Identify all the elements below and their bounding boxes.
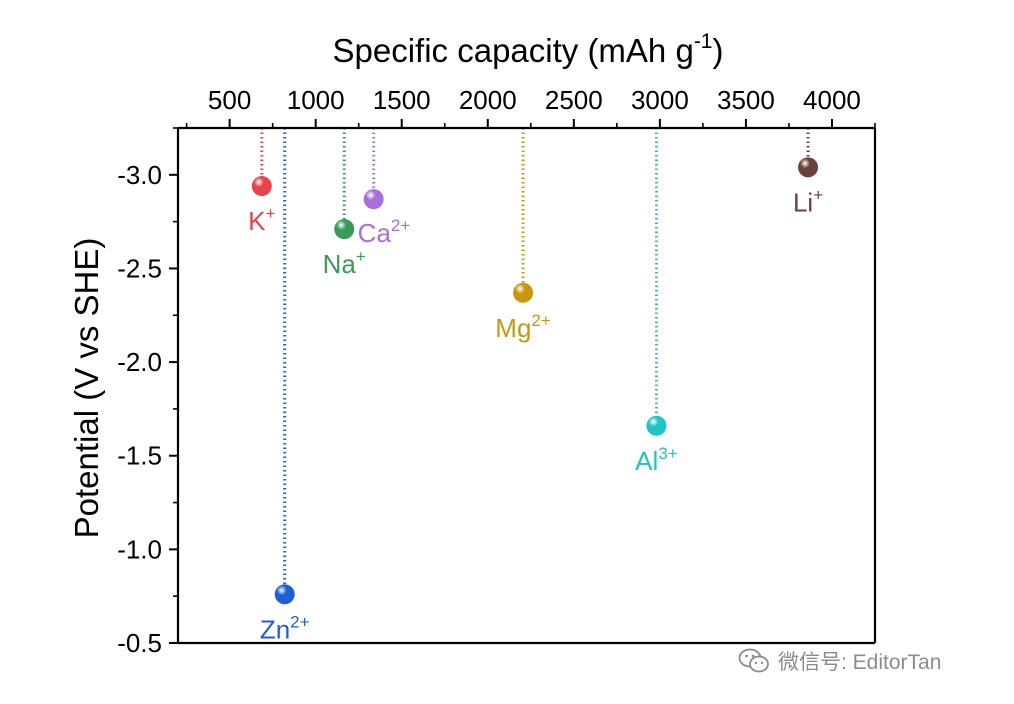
y-tick-label: -0.5 — [117, 628, 162, 658]
y-tick-label: -1.5 — [117, 441, 162, 471]
label-li: Li+ — [793, 185, 823, 217]
y-axis-label: Potential (V vs SHE) — [68, 238, 105, 539]
x-tick-label: 3500 — [717, 85, 775, 115]
label-na: Na+ — [323, 247, 366, 279]
y-tick-label: -2.5 — [117, 253, 162, 283]
label-ca: Ca2+ — [358, 216, 411, 248]
label-zn: Zn2+ — [260, 612, 310, 644]
ion-charge: 2+ — [531, 311, 550, 330]
ion-charge: + — [813, 185, 823, 204]
label-k: K+ — [248, 204, 275, 236]
y-axis-ticks: -3.0 -2.5 -2.0 -1.5 -1.0 -0.5 — [117, 127, 178, 658]
ion-symbol: Na — [323, 249, 357, 279]
ion-charge: + — [266, 204, 276, 223]
point-zn — [274, 584, 295, 605]
x-tick-label: 3000 — [631, 85, 689, 115]
ion-symbol: K — [248, 206, 266, 236]
ion-charge: 2+ — [290, 612, 309, 631]
x-tick-label: 1000 — [287, 85, 345, 115]
x-tick-label: 2000 — [459, 85, 517, 115]
point-ca — [363, 189, 384, 210]
ion-charge: + — [356, 247, 366, 266]
ion-charge: 2+ — [391, 216, 410, 235]
watermark: 微信号: EditorTan — [738, 646, 941, 676]
point-na — [334, 219, 355, 240]
x-axis-label: Specific capacity (mAh g-1) — [333, 30, 724, 69]
point-al — [646, 415, 667, 436]
point-k — [251, 176, 272, 197]
ion-symbol: Zn — [260, 614, 290, 644]
x-tick-label: 2500 — [545, 85, 603, 115]
point-li — [798, 157, 819, 178]
ion-symbol: Mg — [495, 313, 531, 343]
point-labels: K+Zn2+Na+Ca2+Mg2+Al3+Li+ — [248, 185, 823, 644]
watermark-text: 微信号: EditorTan — [778, 651, 942, 674]
ion-symbol: Li — [793, 187, 813, 217]
ion-symbol: Ca — [358, 218, 392, 248]
x-tick-label: 4000 — [803, 85, 861, 115]
x-tick-label: 1500 — [373, 85, 431, 115]
y-tick-label: -2.0 — [117, 347, 162, 377]
data-points — [251, 157, 819, 605]
axes — [176, 126, 877, 645]
ion-charge: 3+ — [658, 444, 677, 463]
ion-symbol: Al — [635, 446, 658, 476]
x-tick-label: 500 — [208, 85, 251, 115]
y-tick-label: -3.0 — [117, 160, 162, 190]
wechat-icon — [738, 648, 769, 673]
x-axis-label-main: Specific capacity (mAh g — [333, 32, 694, 69]
point-mg — [513, 282, 534, 303]
label-mg: Mg2+ — [495, 311, 551, 343]
x-axis-label-exponent: -1 — [694, 30, 713, 53]
label-al: Al3+ — [635, 444, 678, 476]
y-tick-label: -1.0 — [117, 534, 162, 564]
x-axis-label-tail: ) — [713, 32, 724, 69]
drop-lines — [260, 128, 810, 595]
x-axis-ticks: 500 1000 1500 2000 2500 3000 3500 4000 — [185, 85, 876, 128]
